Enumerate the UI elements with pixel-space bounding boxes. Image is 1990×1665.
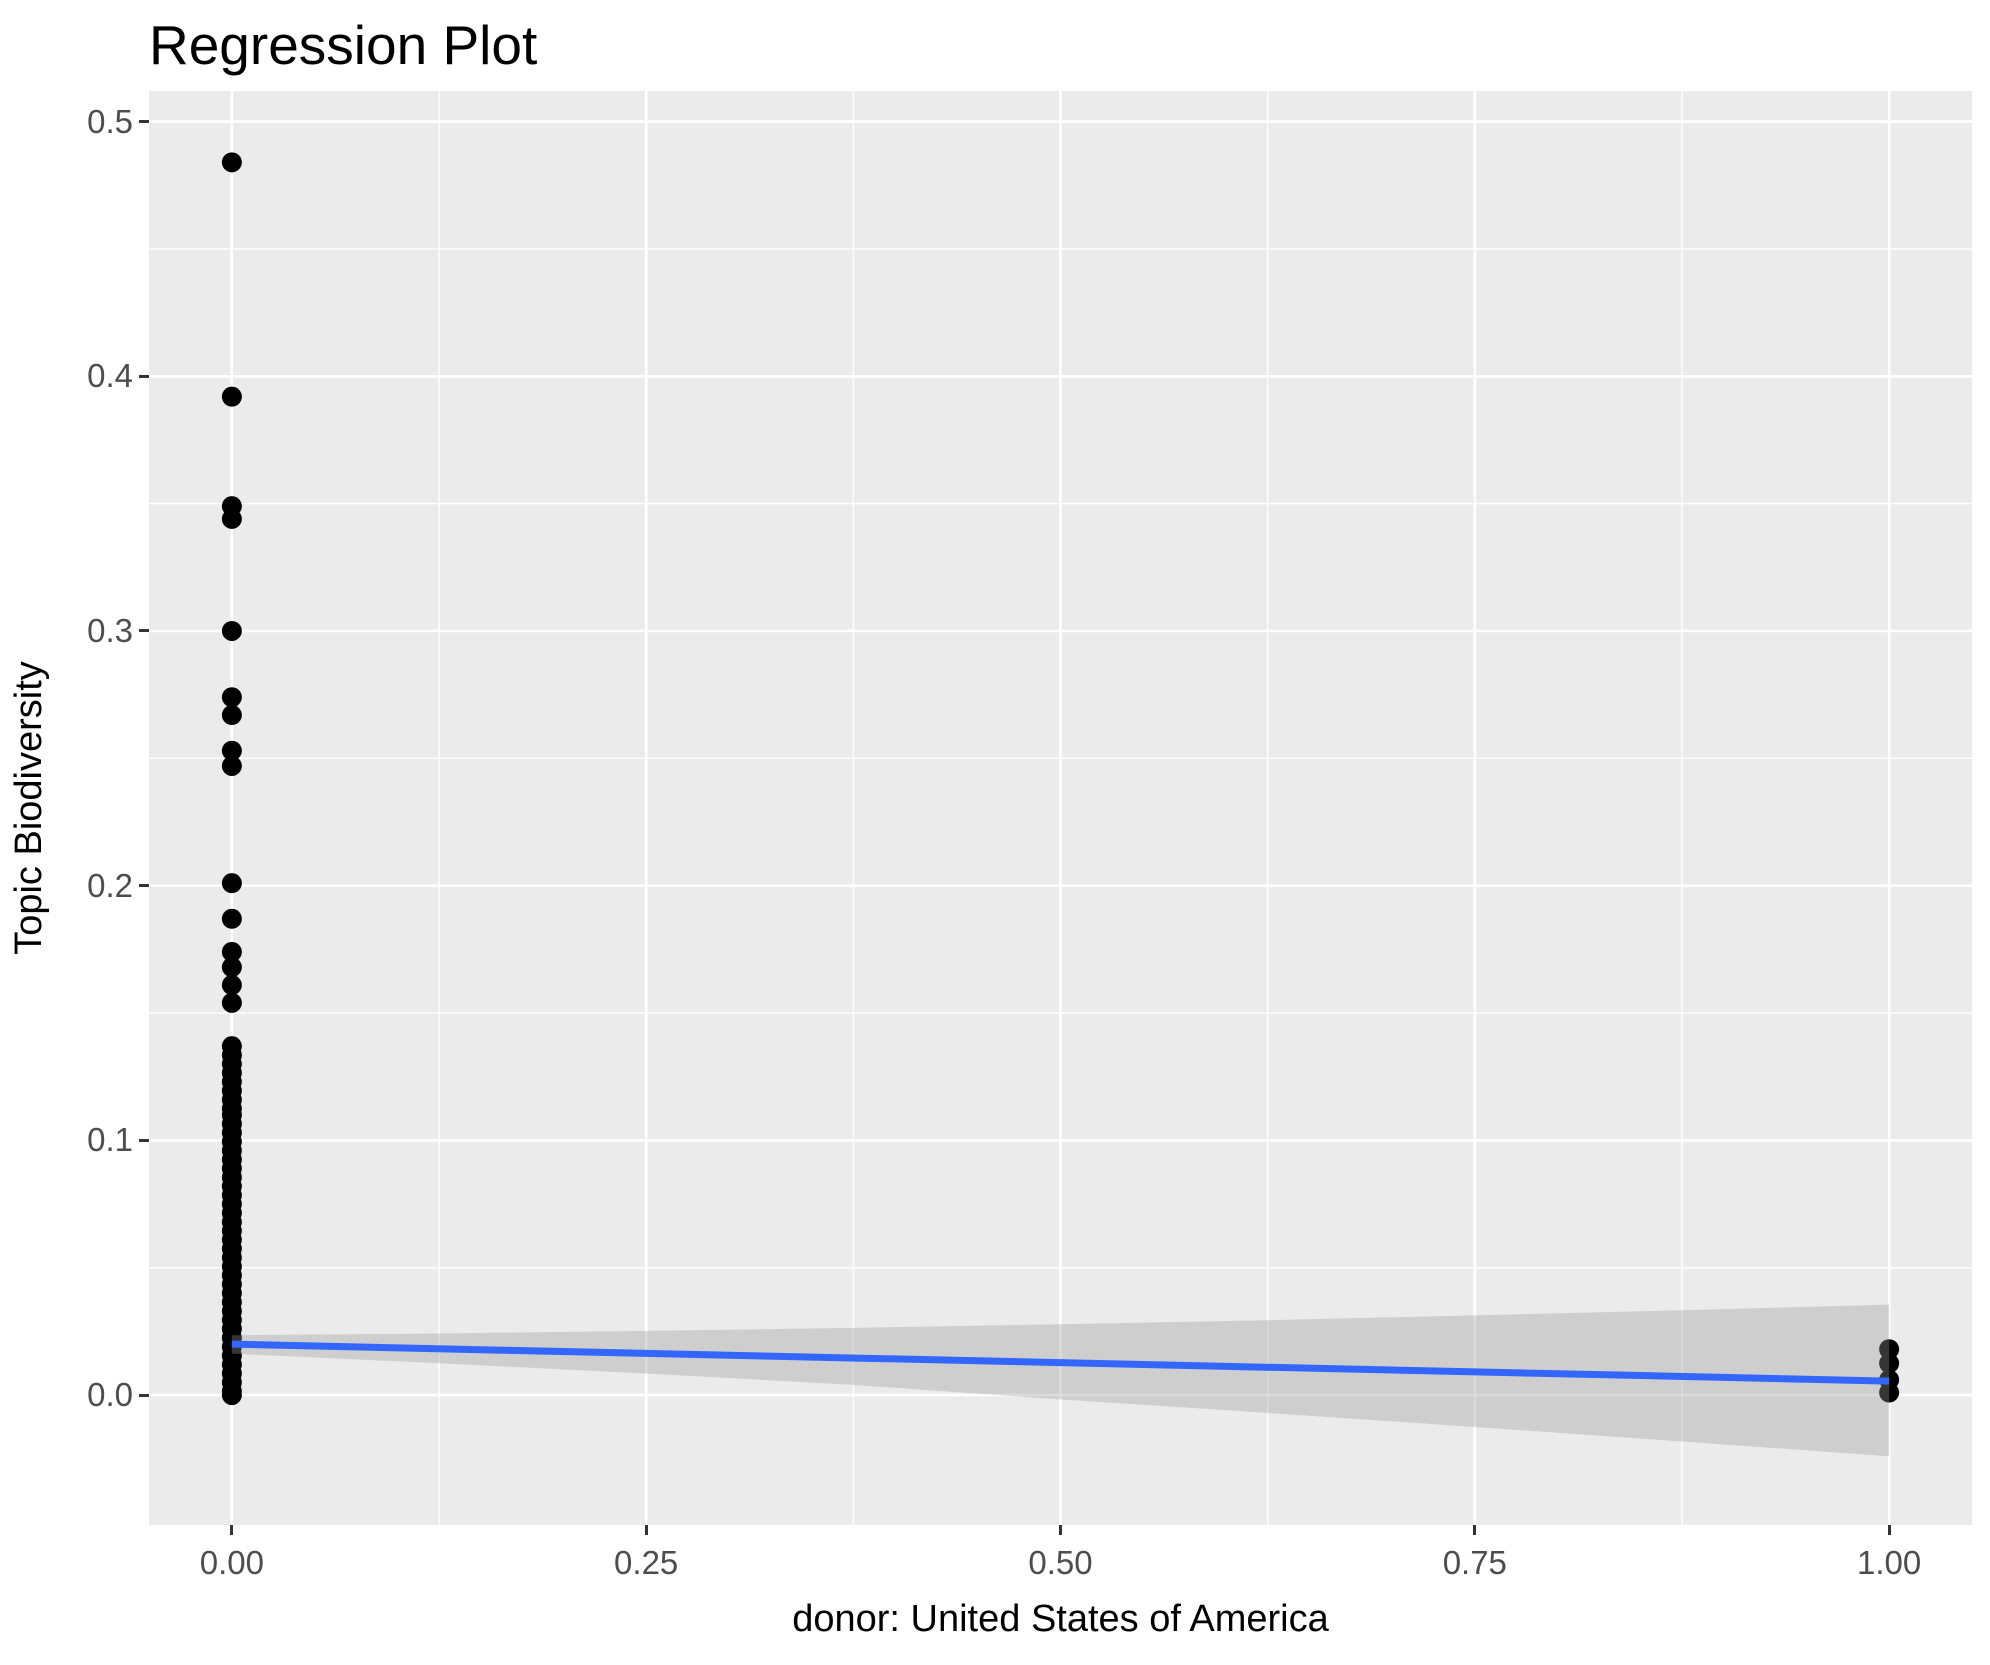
- y-tick-mark: [139, 120, 149, 124]
- x-tick-mark: [1887, 1525, 1891, 1535]
- y-tick-mark: [139, 374, 149, 378]
- y-tick-mark: [139, 629, 149, 633]
- x-tick-label: 0.75: [1442, 1544, 1507, 1581]
- data-point: [1879, 1353, 1900, 1374]
- data-point: [221, 873, 242, 894]
- data-point: [221, 620, 242, 641]
- plot-panel: [149, 91, 1972, 1525]
- x-tick-label: 0.50: [1028, 1544, 1093, 1581]
- data-point: [221, 740, 242, 761]
- data-point: [221, 705, 242, 726]
- data-point: [1879, 1382, 1900, 1403]
- data-point: [221, 975, 242, 996]
- x-tick-mark: [1473, 1525, 1477, 1535]
- y-tick-mark: [139, 1138, 149, 1142]
- x-tick-mark: [644, 1525, 648, 1535]
- confidence-band: [231, 1304, 1890, 1457]
- y-tick-label: 0.0: [87, 1376, 133, 1414]
- data-point: [221, 908, 242, 929]
- x-tick-label: 0.25: [614, 1544, 679, 1581]
- plot-title: Regression Plot: [149, 14, 538, 76]
- data-point: [221, 687, 242, 708]
- regression-line: [231, 1340, 1890, 1385]
- x-tick-label: 1.00: [1857, 1544, 1922, 1581]
- data-point: [221, 992, 242, 1013]
- y-tick-label: 0.3: [87, 611, 133, 649]
- x-tick-mark: [230, 1525, 234, 1535]
- y-tick-label: 0.2: [87, 866, 133, 904]
- y-tick-mark: [139, 1393, 149, 1397]
- y-axis-title: Topic Biodiversity: [8, 661, 50, 955]
- data-point: [221, 508, 242, 529]
- data-point: [221, 755, 242, 776]
- x-tick-label: 0.00: [199, 1544, 264, 1581]
- data-point: [221, 957, 242, 978]
- data-point: [1879, 1339, 1900, 1360]
- y-tick-mark: [139, 884, 149, 888]
- x-axis-title: donor: United States of America: [792, 1598, 1329, 1640]
- y-tick-label: 0.5: [87, 102, 133, 140]
- y-tick-label: 0.1: [87, 1121, 133, 1159]
- x-tick-mark: [1059, 1525, 1062, 1535]
- data-point: [221, 386, 242, 407]
- data-point: [221, 941, 242, 962]
- y-tick-label: 0.4: [87, 357, 133, 395]
- data-point: [221, 152, 242, 173]
- data-point: [221, 1385, 242, 1406]
